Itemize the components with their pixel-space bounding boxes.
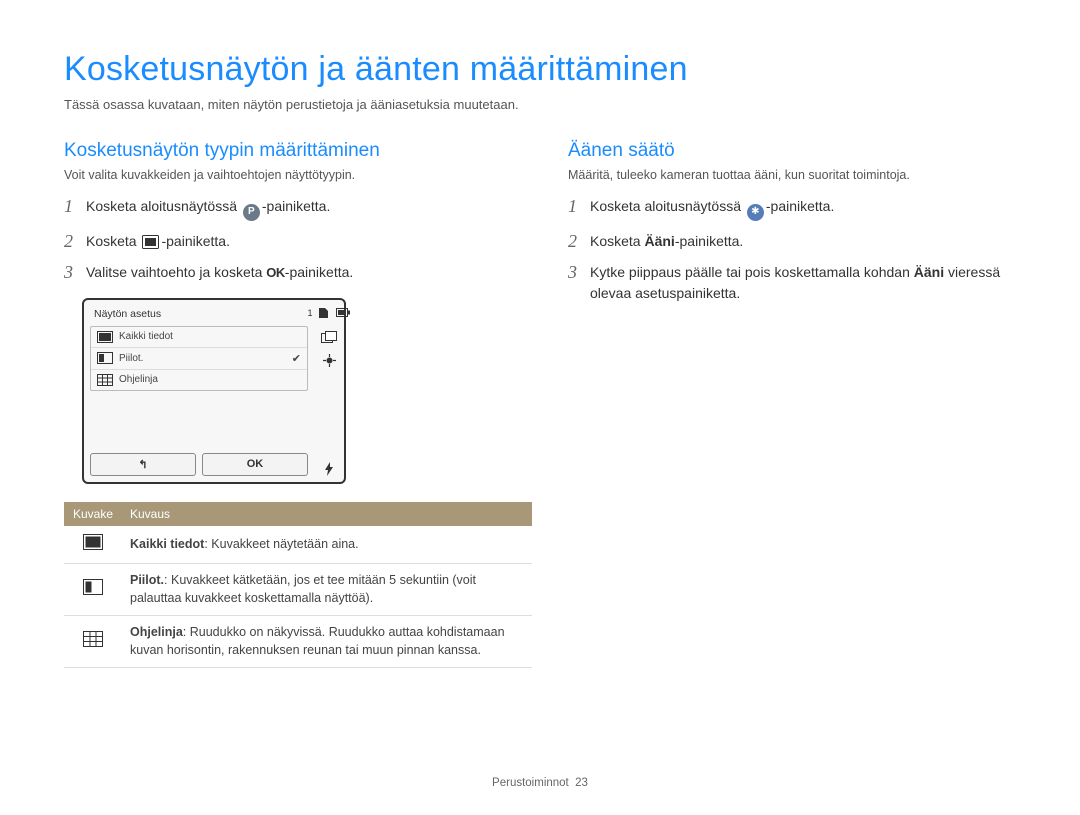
cam-item-label: Piilot. [119,353,143,364]
step-2: 2 Kosketa -painiketta. [64,231,512,253]
right-column: Äänen säätö Määritä, tuleeko kameran tuo… [568,140,1016,668]
cam-side-icons: 1 [314,300,344,482]
step-text-post: -painiketta. [675,233,743,249]
display-rect-icon [142,235,159,249]
step-3: 3 Kytke piippaus päälle tai pois koskett… [568,262,1016,303]
step-bold: Ääni [644,233,674,249]
th-desc: Kuvaus [122,502,532,526]
footer-section: Perustoiminnot [492,777,569,789]
row-bold: Piilot. [130,573,164,587]
camera-ui-preview: Näytön asetus Kaikki tiedot Piilot. ✔ [82,298,346,484]
gear-icon: ✱ [747,204,764,221]
footer-page: 23 [575,777,588,789]
ois-icon [321,354,337,368]
step-number: 3 [568,262,590,284]
cam-item-kaikki[interactable]: Kaikki tiedot [91,327,307,347]
icon-description-table: Kuvake Kuvaus Kaikki tiedot: Kuvakkeet n… [64,502,532,669]
right-heading: Äänen säätö [568,140,1016,162]
cam-ok-button[interactable]: OK [202,453,308,476]
cam-back-button[interactable]: ↰ [90,453,196,476]
page-title: Kosketusnäytön ja äänten määrittäminen [64,50,1016,89]
step-1: 1 Kosketa aloitusnäytössä P-painiketta. [64,196,512,221]
table-row: Kaikki tiedot: Kuvakkeet näytetään aina. [64,526,532,564]
step-number: 3 [64,262,86,284]
step-text-post: -painiketta. [285,264,353,280]
table-row: Ohjelinja: Ruudukko on näkyvissä. Ruuduk… [64,616,532,668]
step-text-pre: Kytke piippaus päälle tai pois koskettam… [590,264,914,280]
step-1: 1 Kosketa aloitusnäytössä ✱-painiketta. [568,196,1016,221]
page-subtitle: Tässä osassa kuvataan, miten näytön peru… [64,97,1016,112]
step-3: 3 Valitse vaihtoehto ja kosketa OK-paini… [64,262,512,284]
row-rest: : Ruudukko on näkyvissä. Ruudukko auttaa… [130,625,505,657]
row-rest: : Kuvakkeet kätketään, jos et tee mitään… [130,573,476,605]
step-number: 2 [568,231,590,253]
right-steps: 1 Kosketa aloitusnäytössä ✱-painiketta. … [568,196,1016,303]
cam-option-list: Kaikki tiedot Piilot. ✔ Ohjelinja [90,326,308,391]
step-text-pre: Valitse vaihtoehto ja kosketa [86,264,266,280]
step-text-pre: Kosketa [590,233,644,249]
cam-item-ohjelinja[interactable]: Ohjelinja [91,369,307,390]
step-number: 1 [64,196,86,218]
row-bold: Kaikki tiedot [130,537,204,551]
display-full-icon [83,534,103,550]
step-text-post: -painiketta. [766,198,834,214]
step-text-pre: Kosketa aloitusnäytössä [86,198,241,214]
display-hide-icon [83,579,103,595]
right-sub: Määritä, tuleeko kameran tuottaa ääni, k… [568,168,1016,182]
mode-p-icon: P [243,204,260,221]
cam-counter: 1 [308,308,313,318]
cam-item-piilot[interactable]: Piilot. ✔ [91,347,307,369]
step-text-post: -painiketta. [161,233,229,249]
cam-item-label: Kaikki tiedot [119,331,173,342]
flash-icon [321,462,337,476]
checkmark-icon: ✔ [292,352,301,365]
display-grid-icon [83,631,103,647]
left-column: Kosketusnäytön tyypin määrittäminen Voit… [64,140,512,668]
display-full-icon [97,331,113,343]
page-footer: Perustoiminnot 23 [0,777,1080,789]
dual-capture-icon [321,330,337,344]
th-icon: Kuvake [64,502,122,526]
step-number: 2 [64,231,86,253]
battery-icon [335,306,351,320]
row-rest: : Kuvakkeet näytetään aina. [204,537,358,551]
step-number: 1 [568,196,590,218]
cam-title: Näytön asetus [90,306,308,326]
step-text-pre: Kosketa aloitusnäytössä [590,198,745,214]
sd-card-icon [316,306,332,320]
step-text-pre: Kosketa [86,233,140,249]
cam-item-label: Ohjelinja [119,374,158,385]
step-2: 2 Kosketa Ääni-painiketta. [568,231,1016,253]
ok-icon: OK [266,265,285,280]
step-text-post: -painiketta. [262,198,330,214]
table-row: Piilot.: Kuvakkeet kätketään, jos et tee… [64,564,532,616]
row-bold: Ohjelinja [130,625,183,639]
display-grid-icon [97,374,113,386]
display-hide-icon [97,352,113,364]
left-steps: 1 Kosketa aloitusnäytössä P-painiketta. … [64,196,512,284]
left-heading: Kosketusnäytön tyypin määrittäminen [64,140,512,162]
left-sub: Voit valita kuvakkeiden ja vaihtoehtojen… [64,168,512,182]
step-bold: Ääni [914,264,944,280]
